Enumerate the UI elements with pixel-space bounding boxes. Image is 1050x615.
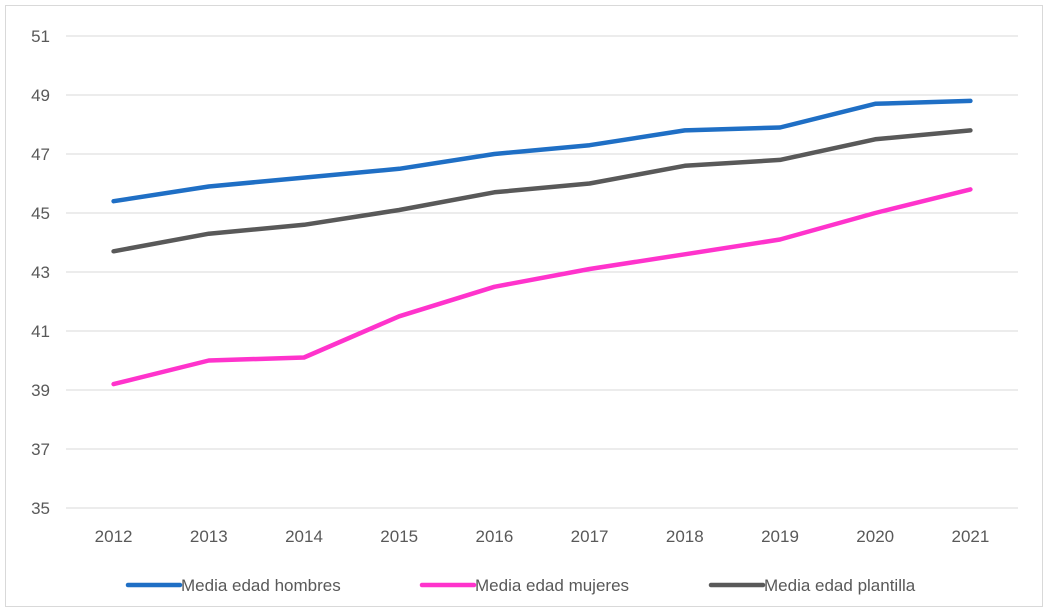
series-lines (111, 98, 973, 387)
y-tick-label: 49 (31, 86, 50, 105)
x-tick-label: 2021 (951, 527, 989, 546)
y-tick-label: 39 (31, 381, 50, 400)
x-tick-label: 2019 (761, 527, 799, 546)
y-tick-label: 41 (31, 322, 50, 341)
y-tick-label: 43 (31, 263, 50, 282)
y-tick-label: 47 (31, 145, 50, 164)
x-tick-label: 2012 (95, 527, 133, 546)
series-line-3 (111, 128, 973, 254)
legend-label: Media edad mujeres (475, 576, 629, 595)
legend-label: Media edad plantilla (764, 576, 916, 595)
series-line-1 (111, 98, 973, 204)
gridlines (66, 35, 1018, 509)
y-tick-label: 45 (31, 204, 50, 223)
x-tick-label: 2016 (475, 527, 513, 546)
y-tick-label: 35 (31, 499, 50, 518)
legend: Media edad hombres Media edad mujeres Medi… (125, 576, 916, 595)
x-tick-label: 2015 (380, 527, 418, 546)
legend-label: Media edad hombres (181, 576, 341, 595)
x-tick-label: 2013 (190, 527, 228, 546)
y-tick-label: 51 (31, 27, 50, 46)
y-tick-label: 37 (31, 440, 50, 459)
x-tick-label: 2018 (666, 527, 704, 546)
x-tick-label: 2014 (285, 527, 323, 546)
series-line-2 (111, 187, 973, 387)
x-axis-ticks: 2012 2013 2014 2015 2016 2017 2018 2019 2020 2021 (95, 527, 990, 546)
y-axis-ticks: 35 37 39 41 43 45 47 49 51 (31, 27, 50, 518)
x-tick-label: 2020 (856, 527, 894, 546)
x-tick-label: 2017 (571, 527, 609, 546)
